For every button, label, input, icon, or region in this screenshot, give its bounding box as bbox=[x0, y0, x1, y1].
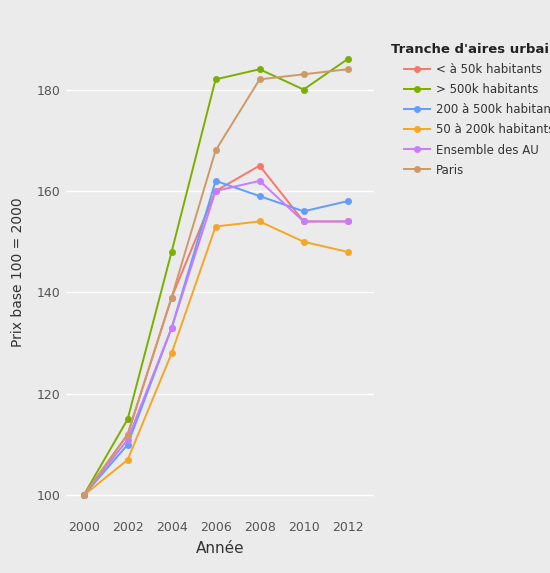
> 500k habitants bbox=[344, 56, 351, 62]
Paris bbox=[124, 431, 131, 438]
200 à 500k habitants bbox=[168, 324, 175, 331]
50 à 200k habitants bbox=[168, 350, 175, 357]
Paris bbox=[80, 492, 87, 499]
Line: Paris: Paris bbox=[80, 66, 351, 499]
50 à 200k habitants bbox=[256, 218, 263, 225]
200 à 500k habitants bbox=[80, 492, 87, 499]
> 500k habitants bbox=[168, 249, 175, 256]
Ensemble des AU bbox=[212, 187, 219, 194]
Ensemble des AU bbox=[300, 218, 307, 225]
X-axis label: Année: Année bbox=[196, 541, 244, 556]
> 500k habitants bbox=[300, 86, 307, 93]
50 à 200k habitants bbox=[80, 492, 87, 499]
> 500k habitants bbox=[124, 416, 131, 423]
Paris bbox=[300, 71, 307, 78]
< à 50k habitants bbox=[168, 294, 175, 301]
Paris bbox=[256, 76, 263, 83]
200 à 500k habitants bbox=[344, 198, 351, 205]
< à 50k habitants bbox=[124, 431, 131, 438]
50 à 200k habitants bbox=[212, 223, 219, 230]
Line: 50 à 200k habitants: 50 à 200k habitants bbox=[80, 218, 351, 499]
Ensemble des AU bbox=[124, 436, 131, 443]
Ensemble des AU bbox=[344, 218, 351, 225]
< à 50k habitants bbox=[300, 218, 307, 225]
< à 50k habitants bbox=[212, 187, 219, 194]
Line: Ensemble des AU: Ensemble des AU bbox=[80, 178, 351, 499]
200 à 500k habitants bbox=[300, 208, 307, 215]
> 500k habitants bbox=[256, 66, 263, 73]
< à 50k habitants bbox=[256, 162, 263, 169]
Line: > 500k habitants: > 500k habitants bbox=[80, 56, 351, 499]
> 500k habitants bbox=[212, 76, 219, 83]
Paris bbox=[212, 147, 219, 154]
200 à 500k habitants bbox=[212, 178, 219, 185]
Y-axis label: Prix base 100 = 2000: Prix base 100 = 2000 bbox=[12, 197, 25, 347]
200 à 500k habitants bbox=[256, 193, 263, 199]
< à 50k habitants bbox=[344, 218, 351, 225]
Line: 200 à 500k habitants: 200 à 500k habitants bbox=[80, 178, 351, 499]
Paris bbox=[344, 66, 351, 73]
Line: < à 50k habitants: < à 50k habitants bbox=[80, 163, 351, 499]
Ensemble des AU bbox=[80, 492, 87, 499]
Ensemble des AU bbox=[168, 324, 175, 331]
> 500k habitants bbox=[80, 492, 87, 499]
Legend: < à 50k habitants, > 500k habitants, 200 à 500k habitants, 50 à 200k habitants, : < à 50k habitants, > 500k habitants, 200… bbox=[386, 38, 550, 181]
Ensemble des AU bbox=[256, 178, 263, 185]
< à 50k habitants bbox=[80, 492, 87, 499]
200 à 500k habitants bbox=[124, 441, 131, 448]
50 à 200k habitants bbox=[124, 457, 131, 464]
50 à 200k habitants bbox=[344, 249, 351, 256]
50 à 200k habitants bbox=[300, 238, 307, 245]
Paris bbox=[168, 294, 175, 301]
